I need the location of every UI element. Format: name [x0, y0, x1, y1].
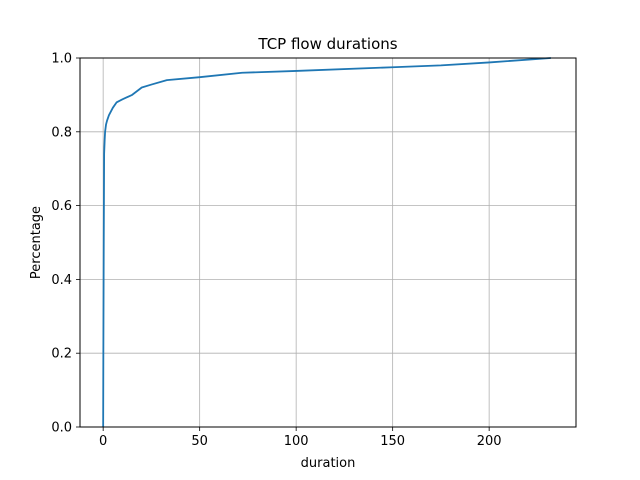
x-axis-ticks: 0 50 100 150 200 — [99, 427, 502, 449]
y-tick-label: 1.0 — [51, 52, 72, 67]
x-tick-label: 0 — [99, 434, 107, 449]
x-tick-label: 150 — [380, 434, 405, 449]
y-tick-label: 0.0 — [51, 421, 72, 436]
y-axis-ticks: 0.0 0.2 0.4 0.6 0.8 1.0 — [51, 52, 80, 436]
series-line — [102, 57, 551, 428]
x-tick-label: 200 — [477, 434, 502, 449]
x-tick-label: 100 — [284, 434, 309, 449]
y-axis-label: Percentage — [29, 206, 44, 279]
y-tick-label: 0.4 — [51, 273, 72, 288]
series-group — [102, 57, 551, 428]
y-tick-label: 0.8 — [51, 125, 72, 140]
x-tick-label: 50 — [191, 434, 208, 449]
chart-title: TCP flow durations — [257, 35, 397, 53]
y-tick-label: 0.2 — [51, 347, 72, 362]
x-axis-label: duration — [301, 456, 356, 471]
plot-frame — [79, 57, 577, 428]
y-tick-label: 0.6 — [51, 199, 72, 214]
